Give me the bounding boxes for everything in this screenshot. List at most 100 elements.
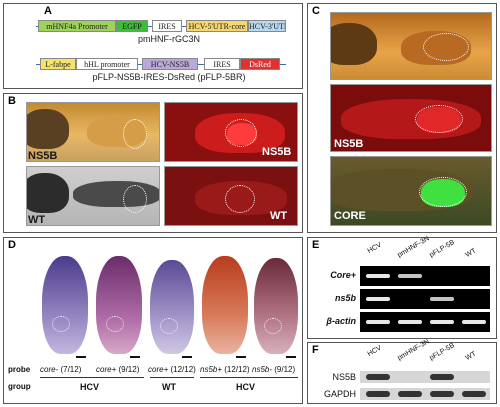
wb-band: [366, 374, 390, 380]
construct2-dsred: DsRed: [240, 58, 280, 70]
liver-outline: [123, 185, 147, 213]
probe-5-count: (9/12): [274, 365, 296, 374]
panel-c-label: C: [312, 5, 320, 17]
gel-band: [430, 320, 454, 324]
panel-b-brightfield-wt: [26, 166, 160, 226]
construct2-name: pFLP-NS5B-IRES-DsRed (pFLP-5BR): [92, 72, 246, 82]
panel-c-label-bottom: CORE: [334, 210, 366, 222]
probe-row-label: probe: [8, 365, 31, 374]
ish-embryo-2: [96, 256, 142, 354]
panel-e-col-1: HCV: [366, 241, 383, 255]
gel-band: [366, 274, 390, 278]
panel-d: D probe core- (7/12) core+ (9/12) core+ …: [3, 237, 303, 404]
construct1-ires: IRES: [152, 20, 182, 32]
panel-b-label: B: [8, 95, 16, 107]
probe-4-name: ns5b+: [200, 365, 223, 374]
construct1-name: pmHNF-rGC3N: [138, 34, 200, 44]
probe-5: ns5b- (9/12): [252, 365, 295, 374]
construct2-ns5b: HCV-NS5B: [142, 58, 198, 70]
panel-b-label-br: WT: [270, 210, 288, 222]
scale-bar: [236, 356, 246, 358]
probe-2-count: (9/12): [118, 365, 140, 374]
probe-2-name: core+: [96, 365, 117, 374]
ish-embryo-5: [254, 258, 298, 354]
liver-outline: [225, 119, 257, 147]
embryo-head: [27, 109, 69, 149]
probe-3-name: core+: [148, 365, 169, 374]
panel-c-green-fluor: [330, 156, 492, 226]
probe-1: core- (7/12): [40, 365, 81, 374]
construct1-egfp: EGFP: [116, 20, 148, 32]
group-line-hcv-1: [40, 377, 144, 378]
wb-band: [430, 391, 454, 397]
construct2-ires: IRES: [204, 58, 240, 70]
panel-c-label-middle: NS5B: [334, 138, 364, 150]
gel-band: [462, 320, 486, 324]
group-line-hcv-2: [200, 377, 298, 378]
panel-c-red-fluor: [330, 84, 492, 152]
panel-e-row-2: ns5b: [334, 293, 356, 303]
wb-band: [366, 391, 390, 397]
liver-outline: [415, 105, 463, 133]
gel-row-core: [360, 266, 490, 286]
embryo-head: [27, 173, 69, 213]
panel-b: B NS5B NS5B WT WT: [3, 93, 303, 233]
scale-bar: [130, 356, 140, 358]
panel-f-col-1: HCV: [366, 344, 383, 358]
liver-outline: [264, 318, 282, 334]
scale-bar: [286, 356, 296, 358]
gel-band: [366, 320, 390, 324]
gel-band: [398, 320, 422, 324]
probe-4: ns5b+ (12/12): [200, 365, 250, 374]
wb-band: [462, 391, 486, 397]
embryo-body: [73, 181, 159, 207]
panel-e-col-2: pmHNF-3N: [396, 235, 431, 259]
gel-band: [398, 274, 422, 278]
liver-outline: [225, 185, 255, 213]
probe-5-name: ns5b-: [252, 365, 273, 374]
panel-f-label: F: [312, 344, 319, 356]
panel-e-row-1: Core+: [330, 270, 356, 280]
wb-band: [398, 391, 422, 397]
liver-outline: [106, 316, 124, 332]
liver-outline: [423, 33, 469, 61]
group-line-wt: [150, 377, 194, 378]
probe-1-name: core-: [40, 365, 59, 374]
probe-2: core+ (9/12): [96, 365, 139, 374]
group-2: WT: [162, 382, 176, 392]
gel-band: [366, 297, 390, 301]
liver-outline: [52, 316, 70, 332]
ish-embryo-3: [150, 260, 194, 354]
probe-3-count: (12/12): [170, 365, 196, 374]
group-3: HCV: [236, 382, 256, 392]
panel-f-col-4: WT: [464, 350, 478, 362]
construct1-core: HCV-5'UTR-core: [186, 20, 248, 32]
panel-f-col-2: pmHNF-3N: [396, 338, 431, 362]
scale-bar: [182, 356, 192, 358]
liver-outline: [419, 177, 467, 207]
panel-b-brightfield-ns5b: [26, 102, 160, 162]
panel-e: E HCV pmHNF-3N pFLP-5B WT Core+ ns5b β-a…: [307, 235, 497, 339]
probe-1-count: (7/12): [60, 365, 82, 374]
panel-a-label: A: [44, 5, 52, 17]
panel-c: C NS5B CORE: [307, 3, 497, 233]
panel-c-brightfield: [330, 12, 492, 80]
panel-b-label-tl: NS5B: [28, 150, 58, 162]
panel-e-label: E: [312, 239, 320, 251]
gel-band: [430, 297, 454, 301]
panel-d-label: D: [8, 239, 16, 251]
panel-f-col-3: pFLP-5B: [428, 342, 456, 362]
construct1-promoter: mHNF4a Promoter: [38, 20, 116, 32]
panel-e-row-3: β-actin: [326, 316, 356, 326]
embryo-head: [331, 23, 377, 65]
panel-e-col-4: WT: [464, 247, 478, 259]
group-1: HCV: [80, 382, 100, 392]
panel-f: F HCV pmHNF-3N pFLP-5B WT NS5B GAPDH: [307, 338, 497, 404]
panel-b-label-bl: WT: [28, 214, 46, 226]
wb-row-ns5b: [360, 371, 490, 383]
panel-b-fluor-ns5b: [164, 102, 298, 162]
ish-embryo-4: [202, 256, 248, 354]
panel-e-col-3: pFLP-5B: [428, 239, 456, 259]
scale-bar: [76, 356, 86, 358]
construct2-hhl: hHL promoter: [76, 58, 138, 70]
